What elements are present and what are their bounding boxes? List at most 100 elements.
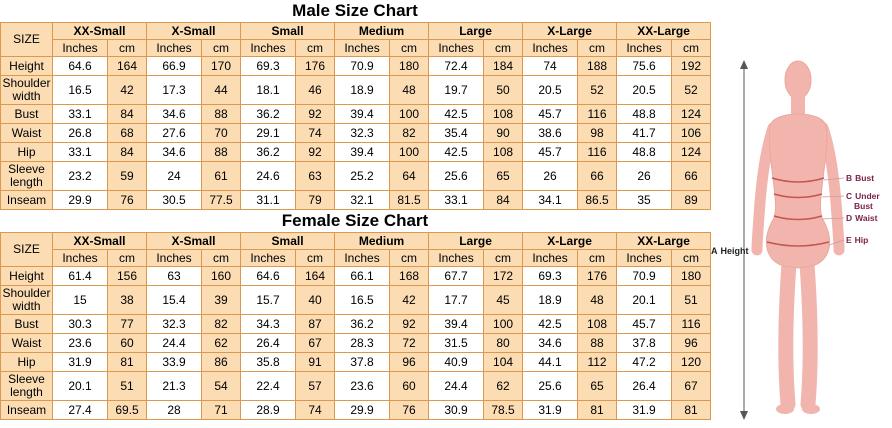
measurement-label: Bust (0, 314, 53, 334)
cm-value-cell: 57 (295, 371, 336, 401)
cm-value-cell: 88 (200, 104, 242, 124)
inches-value-cell: 18.9 (522, 285, 579, 315)
female-size-chart-table: SIZE XX-Small X-Small Small Medium Large X-Lar… (0, 232, 712, 420)
cm-header: cm (389, 249, 430, 267)
cm-value-cell: 116 (577, 104, 618, 124)
measurement-row: Sleeve length 23.2 59 24 61 24.6 63 25.2 64 25.6 6… (0, 161, 712, 191)
measurement-label: Sleeve length (0, 371, 53, 401)
inches-value-cell: 17.7 (428, 285, 485, 315)
cm-value-cell: 116 (577, 142, 618, 162)
cm-value-cell: 92 (389, 314, 430, 334)
measurement-row: Hip 31.9 81 33.9 86 35.8 91 37.8 96 40.9 104 44.1 11… (0, 352, 712, 372)
cm-value-cell: 65 (577, 371, 618, 401)
cm-value-cell: 81 (671, 400, 712, 420)
inches-value-cell: 45.7 (616, 314, 673, 334)
inches-value-cell: 35.4 (428, 123, 485, 143)
inches-header: Inches (334, 39, 391, 57)
inches-header: Inches (428, 249, 485, 267)
cm-value-cell: 79 (295, 190, 336, 210)
cm-value-cell: 104 (483, 352, 524, 372)
measurement-row: Shoulder width 16.5 42 17.3 44 18.1 46 18.9 48 19… (0, 75, 712, 105)
cm-value-cell: 88 (200, 142, 242, 162)
cm-header: cm (577, 39, 618, 57)
height-label: A Height (711, 246, 749, 256)
waist-leader-line (821, 217, 845, 220)
cm-value-cell: 63 (295, 161, 336, 191)
inches-value-cell: 23.6 (52, 333, 108, 353)
right-arm (817, 122, 845, 256)
inches-value-cell: 16.5 (52, 75, 108, 105)
measurement-row: Height 64.6 164 66.9 170 69.3 176 70.9 180 72.4 18… (0, 56, 712, 76)
cm-value-cell: 48 (389, 75, 430, 105)
cm-value-cell: 176 (577, 266, 618, 286)
inches-value-cell: 23.6 (334, 371, 391, 401)
measurement-row: Inseam 29.9 76 30.5 77.5 31.1 79 32.1 81.5 33.1 84… (0, 190, 712, 210)
cm-value-cell: 84 (107, 142, 147, 162)
cm-value-cell: 46 (295, 75, 336, 105)
inches-value-cell: 35.8 (240, 352, 297, 372)
inches-value-cell: 41.7 (616, 123, 673, 143)
cm-value-cell: 108 (577, 314, 618, 334)
cm-value-cell: 52 (671, 75, 712, 105)
inches-value-cell: 22.4 (240, 371, 297, 401)
inches-header: Inches (522, 39, 579, 57)
measurement-label: Inseam (0, 400, 53, 420)
cm-header: cm (107, 249, 147, 267)
cm-value-cell: 38 (107, 285, 147, 315)
inches-value-cell: 33.9 (146, 352, 202, 372)
inches-value-cell: 29.9 (334, 400, 391, 420)
cm-value-cell: 184 (483, 56, 524, 76)
cm-value-cell: 51 (671, 285, 712, 315)
cm-value-cell: 81.5 (389, 190, 430, 210)
inches-value-cell: 21.3 (146, 371, 202, 401)
measurement-row: Height 61.4 156 63 160 64.6 164 66.1 168 67.7 172 6… (0, 266, 712, 286)
cm-value-cell: 112 (577, 352, 618, 372)
measurement-row: Sleeve length 20.1 51 21.3 54 22.4 57 23.6 60 24.… (0, 371, 712, 401)
cm-value-cell: 92 (295, 104, 336, 124)
inches-value-cell: 63 (146, 266, 202, 286)
inches-header: Inches (52, 249, 108, 267)
cm-value-cell: 156 (107, 266, 147, 286)
size-column-header: XX-Large (616, 22, 712, 40)
inches-value-cell: 26.4 (240, 333, 297, 353)
inches-value-cell: 24 (146, 161, 202, 191)
inches-value-cell: 33.1 (428, 190, 485, 210)
inches-header: Inches (522, 249, 579, 267)
cm-value-cell: 40 (295, 285, 336, 315)
height-arrow-top-icon (740, 60, 748, 69)
cm-value-cell: 98 (577, 123, 618, 143)
measurement-label: Sleeve length (0, 161, 53, 191)
size-column-header: X-Small (145, 22, 242, 40)
measurement-label: Height (0, 266, 53, 286)
inches-value-cell: 34.6 (146, 142, 202, 162)
size-column-header: Medium (334, 22, 430, 40)
inches-value-cell: 24.4 (428, 371, 485, 401)
under-bust-line (773, 193, 823, 199)
cm-value-cell: 76 (389, 400, 430, 420)
cm-value-cell: 81 (107, 352, 147, 372)
size-column-header: Small (240, 232, 336, 250)
cm-value-cell: 48 (577, 285, 618, 315)
measurement-label: Waist (0, 333, 53, 353)
waist-label: D Waist (846, 213, 878, 223)
inches-value-cell: 32.1 (334, 190, 391, 210)
inches-value-cell: 28.3 (334, 333, 391, 353)
inches-value-cell: 64.6 (240, 266, 297, 286)
cm-value-cell: 96 (671, 333, 712, 353)
cm-value-cell: 61 (200, 161, 242, 191)
cm-header: cm (295, 39, 336, 57)
measurement-label: Waist (0, 123, 53, 143)
inches-value-cell: 29.1 (240, 123, 297, 143)
cm-header: cm (295, 249, 336, 267)
size-column-header: X-Large (522, 232, 618, 250)
cm-value-cell: 45 (483, 285, 524, 315)
inches-value-cell: 20.1 (616, 285, 673, 315)
cm-header: cm (577, 249, 618, 267)
inches-value-cell: 42.5 (522, 314, 579, 334)
inches-value-cell: 31.9 (522, 400, 579, 420)
cm-value-cell: 120 (671, 352, 712, 372)
inches-value-cell: 23.2 (52, 161, 108, 191)
cm-value-cell: 100 (389, 142, 430, 162)
inches-value-cell: 36.2 (334, 314, 391, 334)
